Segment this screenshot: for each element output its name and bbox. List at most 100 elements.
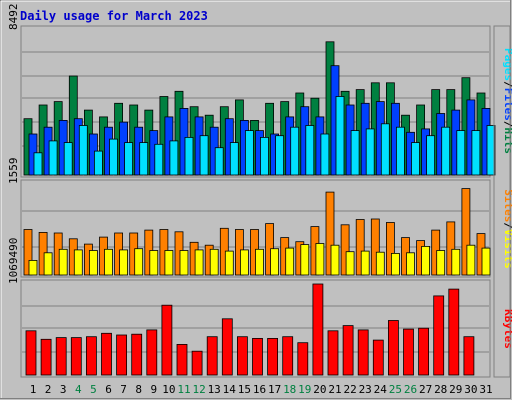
kbytes-bar-day-18 xyxy=(282,336,294,376)
x-label-day-27: 27 xyxy=(419,383,432,396)
x-label-day-19: 19 xyxy=(298,383,311,396)
kbytes-bar-day-3 xyxy=(55,337,67,376)
pages-bar-day-27 xyxy=(426,135,436,176)
x-label-day-28: 28 xyxy=(434,383,447,396)
visits-bar-day-1 xyxy=(28,259,38,276)
x-label-day-17: 17 xyxy=(268,383,281,396)
visits-bar-day-9 xyxy=(149,250,159,276)
x-label-day-11: 11 xyxy=(177,383,190,396)
kbytes-bar-day-5 xyxy=(86,336,97,376)
kbytes-bar-day-19 xyxy=(297,342,309,376)
x-label-day-21: 21 xyxy=(328,383,341,396)
visits-bar-day-23 xyxy=(360,250,370,276)
x-label-day-24: 24 xyxy=(374,383,388,396)
sites-bar-day-21 xyxy=(325,191,335,276)
x-label-day-15: 15 xyxy=(238,383,251,396)
x-label-day-23: 23 xyxy=(359,383,372,396)
pages-bar-day-30 xyxy=(471,130,481,176)
x-label-day-8: 8 xyxy=(135,383,142,396)
visits-bar-day-14 xyxy=(224,250,234,276)
kbytes-bar-day-26 xyxy=(403,328,414,376)
visits-bar-day-26 xyxy=(406,252,415,276)
visits-bar-day-28 xyxy=(436,250,446,276)
visits-bar-day-24 xyxy=(375,251,385,276)
visits-bar-day-17 xyxy=(270,248,280,276)
visits-sites-ymax-label: 1559 xyxy=(7,158,20,185)
pages-bar-day-25 xyxy=(395,126,405,176)
kbytes-bar-day-22 xyxy=(342,325,354,376)
pages-bar-day-9 xyxy=(154,143,164,176)
kbytes-bar-day-12 xyxy=(191,350,203,376)
pages-bar-day-18 xyxy=(290,126,300,176)
kbytes-bar-day-14 xyxy=(221,318,233,376)
visits-bar-day-5 xyxy=(89,250,98,276)
pages-bar-day-20 xyxy=(320,133,330,176)
x-label-day-4: 4 xyxy=(75,383,82,396)
visits-bar-day-7 xyxy=(119,249,128,276)
pages-bar-day-24 xyxy=(380,123,390,176)
sites-bar-day-25 xyxy=(385,222,395,276)
kbytes-bar-day-24 xyxy=(372,339,384,376)
pages-bar-day-23 xyxy=(365,128,375,176)
x-label-day-10: 10 xyxy=(162,383,175,396)
pages-bar-day-3 xyxy=(63,142,73,176)
kbytes-bar-day-7 xyxy=(116,334,127,376)
pages-bar-day-4 xyxy=(78,125,88,176)
x-label-day-30: 30 xyxy=(464,383,477,396)
kbytes-legend: KBytes xyxy=(502,309,512,349)
kbytes-bar-day-6 xyxy=(101,332,112,376)
kbytes-bar-day-23 xyxy=(357,329,369,376)
x-label-day-26: 26 xyxy=(404,383,417,396)
x-label-day-12: 12 xyxy=(192,383,205,396)
kbytes-bar-day-30 xyxy=(463,336,475,376)
pages-bar-day-29 xyxy=(456,130,466,176)
visits-bar-day-10 xyxy=(164,250,174,276)
kbytes-bar-day-4 xyxy=(70,337,82,376)
pages-bar-day-15 xyxy=(244,130,254,176)
visits-bar-day-19 xyxy=(300,244,310,276)
kbytes-bar-day-17 xyxy=(267,337,279,376)
sites-bar-day-30 xyxy=(461,188,471,276)
sites-bar-day-24 xyxy=(370,218,380,276)
visits-sites-chart: 1559 xyxy=(7,158,491,276)
kbytes-bar-day-10 xyxy=(161,304,173,376)
x-label-day-29: 29 xyxy=(449,383,462,396)
kbytes-bar-day-29 xyxy=(448,288,460,376)
visits-bar-day-27 xyxy=(421,245,431,276)
pages-bar-day-10 xyxy=(169,140,179,176)
hits-files-pages-chart: 8492 xyxy=(7,4,496,176)
sites-bar-day-23 xyxy=(355,219,365,276)
visits-bar-day-25 xyxy=(390,252,400,276)
visits-bar-day-12 xyxy=(194,249,204,276)
visits-bar-day-29 xyxy=(451,248,461,276)
x-label-day-3: 3 xyxy=(60,383,67,396)
hits-files-pages-ymax-label: 8492 xyxy=(7,4,20,31)
x-label-day-16: 16 xyxy=(253,383,266,396)
visits-bar-day-30 xyxy=(466,244,476,276)
visits-bar-day-31 xyxy=(481,247,491,276)
pages-bar-day-5 xyxy=(94,150,103,176)
visits-bar-day-21 xyxy=(330,244,340,276)
pages-bar-day-8 xyxy=(139,142,149,176)
x-label-day-7: 7 xyxy=(120,383,127,396)
pages-bar-day-22 xyxy=(350,130,360,176)
pages-bar-day-17 xyxy=(275,135,285,176)
kbytes-bar-day-2 xyxy=(40,338,52,376)
x-label-day-25: 25 xyxy=(389,383,402,396)
x-label-day-22: 22 xyxy=(343,383,356,396)
pages-bar-day-26 xyxy=(411,142,420,176)
kbytes-ymax-label: 1069490 xyxy=(7,238,20,284)
visits-bar-day-22 xyxy=(345,251,355,276)
pages-bar-day-11 xyxy=(184,136,194,176)
kbytes-bar-day-8 xyxy=(131,333,143,376)
kbytes-bar-day-13 xyxy=(206,336,218,376)
x-label-day-6: 6 xyxy=(105,383,112,396)
x-label-day-18: 18 xyxy=(283,383,296,396)
pages-bar-day-6 xyxy=(109,138,118,176)
kbytes-bar-day-20 xyxy=(312,283,324,376)
chart-title: Daily usage for March 2023 xyxy=(20,9,208,23)
visits-bar-day-20 xyxy=(315,243,325,276)
kbytes-bar-day-28 xyxy=(433,295,445,376)
